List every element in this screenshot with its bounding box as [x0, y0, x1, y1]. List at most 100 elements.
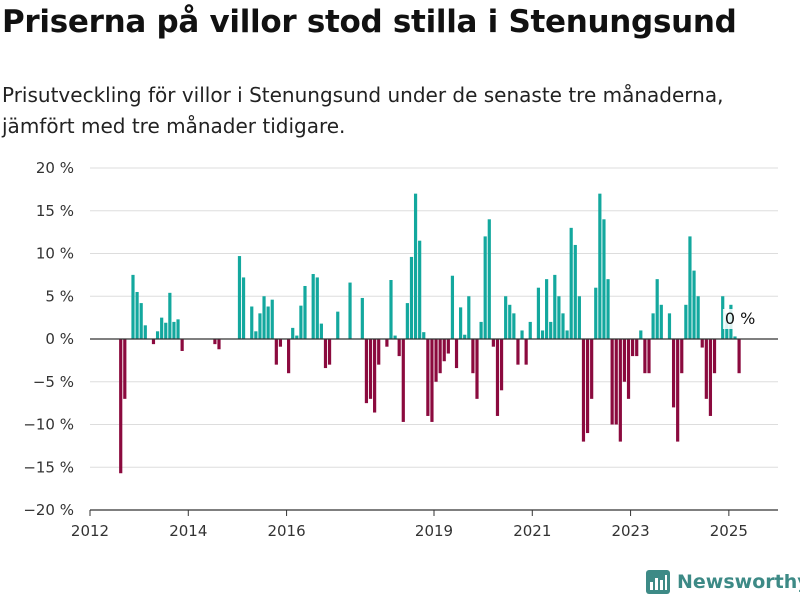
y-tick-label: −10 %	[23, 416, 74, 434]
bar	[385, 339, 389, 347]
bar	[364, 339, 369, 404]
y-tick-label: 0 %	[45, 330, 74, 348]
bar	[274, 339, 278, 365]
bar	[241, 277, 246, 339]
bar	[442, 339, 446, 362]
bar	[299, 305, 303, 339]
bar	[131, 274, 135, 340]
y-tick-label: 20 %	[36, 159, 74, 177]
y-tick-label: −5 %	[33, 373, 74, 391]
bar	[155, 331, 160, 339]
bar	[168, 292, 172, 339]
bar	[278, 339, 283, 347]
bar	[409, 256, 414, 339]
x-tick-label: 2016	[267, 522, 305, 540]
bar	[606, 279, 610, 339]
x-tick-label: 2025	[710, 522, 748, 540]
bar	[360, 297, 364, 339]
y-tick-label: −20 %	[23, 501, 74, 519]
bar	[389, 280, 393, 339]
y-tick-label: 15 %	[36, 202, 74, 220]
bar	[499, 339, 504, 391]
bar	[266, 306, 270, 339]
bar	[237, 256, 242, 339]
newsworthy-icon	[646, 570, 670, 594]
bar	[557, 296, 561, 339]
bar	[573, 244, 577, 339]
bar	[708, 339, 713, 416]
bar	[721, 296, 725, 339]
bar	[123, 339, 127, 399]
bar	[561, 313, 565, 339]
bar	[373, 339, 377, 413]
bar	[516, 339, 520, 365]
annotation-background	[722, 309, 763, 329]
bar	[524, 339, 528, 365]
bar	[651, 313, 655, 339]
bar	[639, 330, 643, 339]
bar	[585, 339, 590, 434]
bar	[471, 339, 475, 374]
bar	[426, 339, 430, 416]
bar	[217, 339, 221, 350]
bar	[172, 321, 176, 339]
bar	[393, 335, 397, 339]
bar	[594, 287, 598, 339]
annotation-label: 0 %	[725, 309, 755, 328]
bar	[295, 335, 299, 339]
bar	[143, 325, 147, 339]
newsworthy-logo: Newsworthy	[645, 569, 800, 595]
bar	[684, 304, 688, 339]
bar	[463, 334, 467, 339]
bar	[311, 274, 315, 339]
bar	[610, 339, 614, 425]
bar	[139, 303, 143, 339]
bar	[213, 339, 217, 345]
bar	[459, 307, 463, 339]
bar	[483, 236, 487, 339]
bar	[504, 296, 508, 339]
bar	[512, 313, 516, 339]
bar	[454, 339, 459, 369]
bar	[667, 313, 672, 339]
bar	[655, 279, 659, 339]
bar	[659, 304, 663, 339]
bar	[626, 339, 631, 399]
bar	[520, 330, 524, 339]
bar	[643, 339, 647, 374]
bar	[291, 327, 295, 339]
bar	[250, 306, 254, 339]
bar	[696, 296, 700, 339]
bar	[635, 339, 639, 357]
bar	[479, 321, 483, 339]
brand-name: Newsworthy	[677, 571, 800, 593]
bar	[581, 339, 586, 442]
bar	[475, 339, 479, 399]
bar	[495, 339, 500, 416]
bar	[700, 339, 704, 348]
bar	[151, 339, 156, 345]
bar	[303, 285, 307, 339]
bar	[565, 330, 569, 339]
bar	[397, 339, 401, 357]
bar	[577, 296, 581, 339]
bar	[631, 339, 635, 357]
bar	[614, 339, 618, 425]
x-axis-labels: 2012 2014 2016 2019 2021 2023 2025	[71, 522, 748, 540]
bar	[737, 339, 741, 374]
bar	[401, 339, 405, 422]
bar	[712, 339, 717, 374]
x-tick-label: 2012	[71, 522, 109, 540]
bar	[262, 296, 266, 339]
bar	[671, 339, 676, 408]
bar	[336, 311, 340, 339]
bar	[688, 236, 692, 339]
y-tick-label: 10 %	[36, 245, 74, 263]
bar	[413, 193, 418, 339]
x-tick-label: 2021	[513, 522, 551, 540]
bar	[622, 339, 627, 382]
bar	[528, 321, 532, 339]
axes	[89, 338, 778, 516]
bar	[491, 339, 495, 347]
bar	[536, 287, 541, 339]
